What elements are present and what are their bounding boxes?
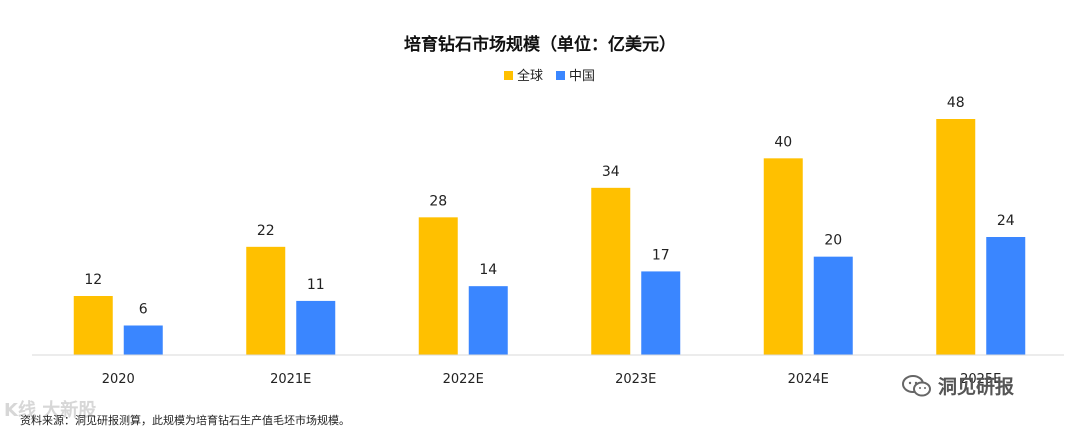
category-label-2020: 2020	[102, 372, 135, 387]
legend-label-china: 中国	[569, 69, 595, 84]
value-label-china-2023E: 17	[652, 247, 670, 263]
bar-china-2023E	[641, 271, 681, 355]
value-label-global-2025E: 48	[947, 95, 965, 111]
bar-china-2022E	[468, 286, 508, 355]
value-label-global-2022E: 28	[429, 193, 447, 209]
source-note: 资料来源：洞见研报测算，此规模为培育钻石生产值毛坯市场规模。	[20, 414, 350, 427]
bar-china-2021E	[296, 300, 336, 355]
value-label-china-2020: 6	[139, 302, 148, 318]
value-label-global-2021E: 22	[257, 223, 275, 239]
legend: 全球 中国	[504, 68, 595, 84]
legend-swatch-global	[504, 71, 513, 80]
bar-china-2025E	[986, 237, 1026, 355]
bar-global-2025E	[936, 119, 976, 355]
left-brand-watermark: K线 大新股	[4, 400, 97, 421]
right-brand: 洞见研报	[902, 372, 1014, 399]
category-label-2022E: 2022E	[443, 372, 484, 387]
bar-global-2021E	[246, 246, 286, 355]
category-label-2021E: 2021E	[270, 372, 311, 387]
category-label-2025E: 2025E	[960, 372, 1001, 387]
wechat-icon	[902, 374, 932, 397]
bar-global-2020	[73, 296, 113, 355]
legend-swatch-china	[556, 71, 565, 80]
value-label-global-2020: 12	[84, 272, 102, 288]
category-labels-group: 2020 2021E 2022E 2023E 2024E 2025E	[102, 372, 1002, 387]
value-label-china-2024E: 20	[824, 233, 842, 249]
bars-group	[73, 119, 1026, 355]
bar-global-2022E	[418, 217, 458, 355]
category-label-2023E: 2023E	[615, 372, 656, 387]
bar-china-2024E	[813, 256, 853, 355]
value-label-global-2023E: 34	[602, 164, 620, 180]
value-labels-group: 12 6 22 11 28 14 34 17 40 20 48 24	[84, 95, 1014, 318]
chart-title: 培育钻石市场规模（单位：亿美元）	[404, 34, 676, 55]
bar-china-2020	[123, 325, 163, 355]
value-label-global-2024E: 40	[774, 134, 792, 150]
legend-label-global: 全球	[517, 68, 543, 84]
value-label-china-2021E: 11	[307, 277, 325, 293]
bar-global-2023E	[591, 187, 631, 355]
value-label-china-2025E: 24	[997, 213, 1015, 229]
value-label-china-2022E: 14	[479, 262, 497, 278]
right-brand-label: 洞见研报	[938, 376, 1015, 398]
category-label-2024E: 2024E	[788, 372, 829, 387]
bar-global-2024E	[763, 158, 803, 355]
